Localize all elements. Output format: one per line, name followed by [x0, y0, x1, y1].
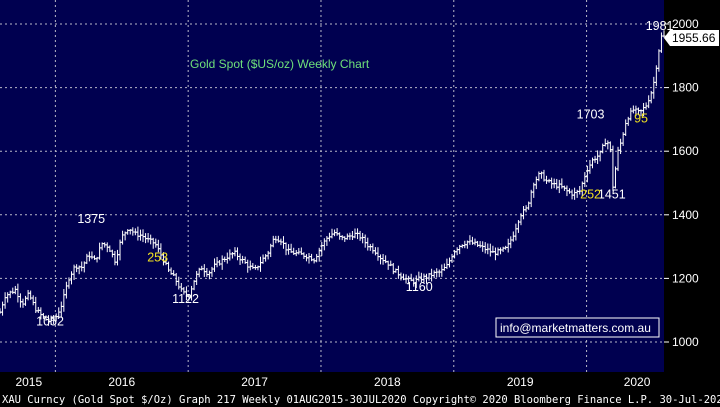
footer-text: XAU Curncy (Gold Spot $/Oz) Graph 217 We… — [2, 394, 720, 406]
y-tick-label: 1200 — [672, 271, 699, 285]
y-tick-label: 1600 — [672, 144, 699, 158]
annotation-label: 252 — [580, 187, 601, 201]
annotation-label: 1703 — [577, 107, 605, 121]
annotation-label: 1160 — [406, 280, 433, 294]
watermark-frame — [495, 317, 660, 338]
y-tick-label: 1000 — [672, 335, 699, 349]
annotation-label: 253 — [147, 251, 168, 265]
x-tick-label: 2019 — [507, 375, 534, 389]
last-price-marker: 1955.66 — [664, 30, 719, 46]
annotation-label: 95 — [634, 112, 648, 126]
xaxis-background — [0, 372, 720, 392]
watermark-text: info@marketmatters.com.au — [500, 321, 651, 335]
y-axis: 2000 1800 1600 1400 1200 1000 — [664, 17, 699, 349]
x-tick-label: 2015 — [15, 375, 42, 389]
x-tick-label: 2016 — [108, 375, 135, 389]
annotation-label: 1122 — [172, 292, 199, 306]
y-tick-label: 2000 — [672, 17, 699, 31]
grid — [0, 0, 664, 372]
y-tick-label: 1400 — [672, 208, 699, 222]
last-price-box — [664, 30, 719, 46]
annotation-label: 1451 — [598, 188, 626, 202]
annotation-label: 1981 — [646, 19, 674, 33]
watermark-box: info@marketmatters.com.au — [495, 317, 660, 338]
last-price-label: 1955.66 — [672, 31, 716, 45]
x-tick-label: 2020 — [624, 375, 651, 389]
annotations: 1981 1703 1375 1451 1160 1122 1052 253 252 95 — [36, 19, 673, 328]
x-tick-label: 2018 — [374, 375, 401, 389]
annotation-label: 1052 — [36, 314, 64, 328]
y-tick-label: 1800 — [672, 81, 699, 95]
x-axis: 2015 2016 2017 2018 2019 2020 — [15, 375, 650, 389]
annotation-label: 1375 — [77, 212, 105, 226]
x-tick-label: 2017 — [241, 375, 268, 389]
chart-title: Gold Spot ($US/oz) Weekly Chart — [190, 57, 370, 71]
axis-background — [664, 0, 720, 372]
candles — [0, 30, 666, 326]
plot-background — [0, 0, 664, 372]
